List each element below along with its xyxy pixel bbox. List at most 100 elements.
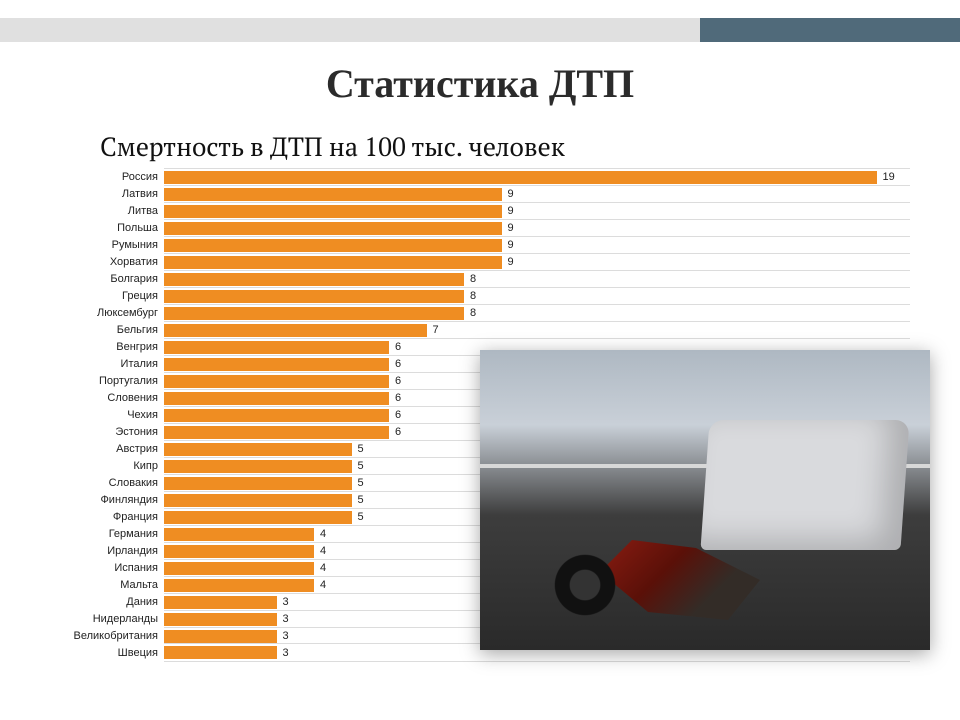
chart-bar [164, 409, 389, 422]
chart-row-label: Россия [50, 171, 164, 183]
chart-row: Греция8 [50, 287, 910, 304]
chart-bar-value: 9 [502, 220, 514, 237]
chart-row-track: 8 [164, 304, 910, 322]
chart-bar-value: 9 [502, 237, 514, 254]
header-stripe [0, 18, 960, 42]
chart-bar [164, 528, 314, 541]
chart-bar-value: 19 [877, 169, 895, 186]
chart-bar [164, 256, 502, 269]
chart-row-track: 9 [164, 236, 910, 254]
chart-bar [164, 426, 389, 439]
chart-row-label: Словакия [50, 477, 164, 489]
chart-bar-value: 8 [464, 288, 476, 305]
chart-row: Бельгия 7 [50, 321, 910, 338]
chart-row: Румыния 9 [50, 236, 910, 253]
chart-row-label: Португалия [50, 375, 164, 387]
chart-bar-value: 3 [277, 594, 289, 611]
chart-row-label: Кипр [50, 460, 164, 472]
chart-row-label: Чехия [50, 409, 164, 421]
chart-bar-value: 6 [389, 339, 401, 356]
chart-bar [164, 375, 389, 388]
chart-bar [164, 630, 277, 643]
chart-bar-value: 9 [502, 186, 514, 203]
chart-row-track: 9 [164, 253, 910, 271]
accident-photo [480, 350, 930, 650]
chart-bar-value: 6 [389, 356, 401, 373]
chart-row-label: Словения [50, 392, 164, 404]
chart-row-track: 9 [164, 219, 910, 237]
chart-bar [164, 562, 314, 575]
chart-bar-value: 4 [314, 577, 326, 594]
chart-bar-value: 5 [352, 492, 364, 509]
chart-bar [164, 494, 352, 507]
page-title: Статистика ДТП [0, 60, 960, 107]
chart-bar-value: 8 [464, 305, 476, 322]
chart-bar-value: 7 [427, 322, 439, 339]
chart-row: Люксембург 8 [50, 304, 910, 321]
chart-row-track: 8 [164, 270, 910, 288]
chart-bar-value: 6 [389, 373, 401, 390]
chart-row-label: Испания [50, 562, 164, 574]
chart-bar-value: 4 [314, 526, 326, 543]
chart-bar-value: 5 [352, 475, 364, 492]
chart-bar [164, 307, 464, 320]
chart-row-label: Литва [50, 205, 164, 217]
chart-row-label: Ирландия [50, 545, 164, 557]
chart-row-label: Австрия [50, 443, 164, 455]
chart-row-label: Эстония [50, 426, 164, 438]
chart-row-track: 9 [164, 185, 910, 203]
chart-row-label: Бельгия [50, 324, 164, 336]
chart-bar [164, 222, 502, 235]
chart-title: Смертность в ДТП на 100 тыс. человек [100, 130, 565, 164]
chart-row-track: 7 [164, 321, 910, 339]
header-stripe-right [700, 18, 960, 42]
chart-bar [164, 460, 352, 473]
chart-bar-value: 4 [314, 543, 326, 560]
chart-row-label: Италия [50, 358, 164, 370]
accident-photo-debris [600, 540, 760, 620]
chart-row-track: 19 [164, 168, 910, 186]
slide: Статистика ДТП Смертность в ДТП на 100 т… [0, 0, 960, 720]
chart-bar [164, 341, 389, 354]
chart-row-label: Великобритания [50, 630, 164, 642]
chart-row: Хорватия 9 [50, 253, 910, 270]
chart-row: Болгария8 [50, 270, 910, 287]
chart-bar-value: 4 [314, 560, 326, 577]
chart-row-label: Дания [50, 596, 164, 608]
chart-bar [164, 646, 277, 659]
chart-bar [164, 477, 352, 490]
chart-row: Польша 9 [50, 219, 910, 236]
chart-bar [164, 613, 277, 626]
chart-bar [164, 324, 427, 337]
chart-bar [164, 273, 464, 286]
chart-bar [164, 511, 352, 524]
chart-row-label: Хорватия [50, 256, 164, 268]
accident-photo-wheel [550, 550, 620, 620]
chart-bar [164, 290, 464, 303]
chart-row-label: Швеция [50, 647, 164, 659]
chart-row-label: Венгрия [50, 341, 164, 353]
chart-bar-value: 3 [277, 628, 289, 645]
chart-bar [164, 579, 314, 592]
chart-bar-value: 8 [464, 271, 476, 288]
chart-bar [164, 239, 502, 252]
chart-bar [164, 596, 277, 609]
chart-row: Россия 19 [50, 168, 910, 185]
chart-bar-value: 9 [502, 254, 514, 271]
chart-row-label: Румыния [50, 239, 164, 251]
chart-row-label: Мальта [50, 579, 164, 591]
chart-bar [164, 205, 502, 218]
chart-row-label: Люксембург [50, 307, 164, 319]
chart-row: Литва 9 [50, 202, 910, 219]
chart-bar [164, 392, 389, 405]
chart-row-label: Нидерланды [50, 613, 164, 625]
chart-row-label: Финляндия [50, 494, 164, 506]
chart-bar-value: 5 [352, 441, 364, 458]
chart-row-label: Польша [50, 222, 164, 234]
chart-bar-value: 5 [352, 458, 364, 475]
chart-bar-value: 9 [502, 203, 514, 220]
chart-bar-value: 6 [389, 390, 401, 407]
chart-bar-value: 6 [389, 424, 401, 441]
chart-row-label: Франция [50, 511, 164, 523]
chart-row: Латвия9 [50, 185, 910, 202]
